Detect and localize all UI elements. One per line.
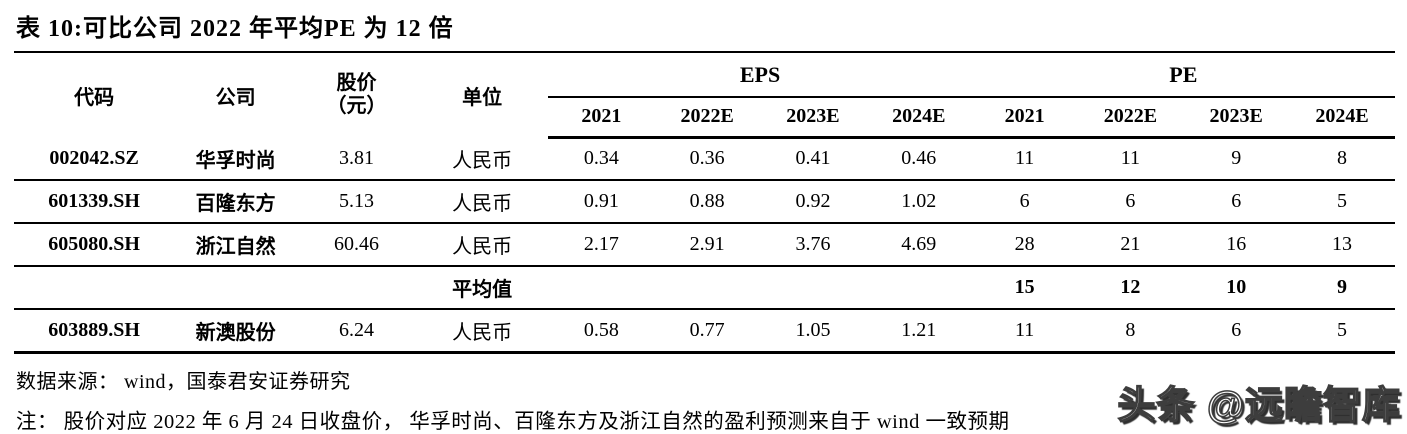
cell-eps-2021: 2.17 bbox=[548, 223, 655, 267]
col-header-price: 股价 （元） bbox=[297, 53, 416, 137]
cell-pe-2024e: 8 bbox=[1289, 137, 1395, 181]
cell-eps-2022e: 0.77 bbox=[654, 309, 761, 354]
cell-eps-2024e: 1.02 bbox=[865, 180, 972, 224]
comparable-companies-table: 代码 公司 股价 （元） 单位 EPS PE 2021 2022E 2023E … bbox=[14, 53, 1395, 354]
cell-pe-2022e: 6 bbox=[1077, 180, 1184, 224]
cell-eps-2022e: 0.88 bbox=[654, 180, 761, 224]
cell-price bbox=[297, 266, 416, 310]
cell-eps-2021: 0.91 bbox=[548, 180, 655, 224]
cell-pe-2023e: 9 bbox=[1183, 137, 1290, 181]
cell-eps-2024e: 1.21 bbox=[865, 309, 972, 354]
cell-pe-2021: 6 bbox=[971, 180, 1078, 224]
table-header: 代码 公司 股价 （元） 单位 EPS PE 2021 2022E 2023E … bbox=[14, 53, 1395, 139]
col-header-pe-2023e: 2023E bbox=[1183, 97, 1290, 139]
table-row-xinao: 603889.SH 新澳股份 6.24 人民币 0.58 0.77 1.05 1… bbox=[14, 309, 1395, 354]
cell-price: 6.24 bbox=[297, 309, 416, 354]
cell-pe-2022e: 8 bbox=[1077, 309, 1184, 354]
cell-pe-2023e: 6 bbox=[1183, 180, 1290, 224]
cell-pe-2024e: 9 bbox=[1289, 266, 1395, 310]
cell-pe-2021: 11 bbox=[971, 137, 1078, 181]
cell-company bbox=[174, 266, 298, 310]
col-header-pe-2022e: 2022E bbox=[1077, 97, 1184, 139]
cell-unit: 人民币 bbox=[415, 223, 549, 267]
watermark-toutiao-yuanzhan: 头条 @远瞻智库 bbox=[1117, 384, 1401, 428]
header-years-row: 2021 2022E 2023E 2024E 2021 2022E 2023E … bbox=[14, 97, 1395, 139]
cell-pe-2023e: 6 bbox=[1183, 309, 1290, 354]
cell-eps-2021: 0.58 bbox=[548, 309, 655, 354]
cell-eps-2024e: 4.69 bbox=[865, 223, 972, 267]
cell-code bbox=[14, 266, 175, 310]
cell-eps-2021 bbox=[548, 266, 655, 310]
col-header-pe-2021: 2021 bbox=[971, 97, 1078, 139]
col-header-company: 公司 bbox=[215, 86, 256, 109]
cell-code: 002042.SZ bbox=[14, 137, 175, 181]
col-header-eps-2024e: 2024E bbox=[865, 97, 972, 139]
cell-eps-2024e bbox=[865, 266, 972, 310]
cell-pe-2023e: 10 bbox=[1183, 266, 1290, 310]
cell-eps-2022e bbox=[654, 266, 761, 310]
col-header-eps-2021: 2021 bbox=[548, 97, 655, 139]
cell-pe-2023e: 16 bbox=[1183, 223, 1290, 267]
col-header-price-line1: 股价 bbox=[336, 72, 377, 94]
cell-pe-2024e: 5 bbox=[1289, 180, 1395, 224]
cell-eps-2021: 0.34 bbox=[548, 137, 655, 181]
cell-price: 60.46 bbox=[297, 223, 416, 267]
cell-eps-2024e: 0.46 bbox=[865, 137, 972, 181]
header-group-row: 代码 公司 股价 （元） 单位 EPS PE bbox=[14, 53, 1395, 117]
col-header-unit: 单位 bbox=[462, 86, 503, 109]
cell-eps-2023e: 3.76 bbox=[760, 223, 866, 267]
cell-pe-2022e: 12 bbox=[1077, 266, 1184, 310]
cell-company: 新澳股份 bbox=[174, 309, 298, 354]
cell-code: 603889.SH bbox=[14, 309, 175, 354]
table-row-zhejiang: 605080.SH 浙江自然 60.46 人民币 2.17 2.91 3.76 … bbox=[14, 223, 1395, 267]
cell-company: 浙江自然 bbox=[174, 223, 298, 267]
cell-code: 601339.SH bbox=[14, 180, 175, 224]
table-title: 表 10:可比公司 2022 年平均PE 为 12 倍 bbox=[14, 6, 1395, 53]
cell-pe-2024e: 5 bbox=[1289, 309, 1395, 354]
cell-pe-2022e: 21 bbox=[1077, 223, 1184, 267]
cell-eps-2023e: 0.92 bbox=[760, 180, 866, 224]
cell-pe-2021: 28 bbox=[971, 223, 1078, 267]
table-row-average: 平均值 15 12 10 9 bbox=[14, 266, 1395, 310]
cell-eps-2023e: 1.05 bbox=[760, 309, 866, 354]
cell-price: 3.81 bbox=[297, 137, 416, 181]
table-row-bailong: 601339.SH 百隆东方 5.13 人民币 0.91 0.88 0.92 1… bbox=[14, 180, 1395, 224]
cell-pe-2021: 15 bbox=[971, 266, 1078, 310]
cell-code: 605080.SH bbox=[14, 223, 175, 267]
data-source-text: 数据来源： wind，国泰君安证券研究 bbox=[16, 370, 351, 393]
cell-price: 5.13 bbox=[297, 180, 416, 224]
cell-pe-2022e: 11 bbox=[1077, 137, 1184, 181]
col-header-pe-2024e: 2024E bbox=[1289, 97, 1395, 139]
col-header-code: 代码 bbox=[74, 86, 115, 109]
cell-unit: 人民币 bbox=[415, 309, 549, 354]
cell-eps-2022e: 0.36 bbox=[654, 137, 761, 181]
cell-company: 百隆东方 bbox=[174, 180, 298, 224]
cell-unit: 人民币 bbox=[415, 137, 549, 181]
col-group-pe: PE bbox=[971, 53, 1395, 98]
cell-pe-2024e: 13 bbox=[1289, 223, 1395, 267]
cell-unit: 人民币 bbox=[415, 180, 549, 224]
cell-eps-2022e: 2.91 bbox=[654, 223, 761, 267]
col-group-eps: EPS bbox=[548, 53, 972, 98]
col-header-eps-2022e: 2022E bbox=[654, 97, 761, 139]
col-header-eps-2023e: 2023E bbox=[760, 97, 866, 139]
cell-company: 华孚时尚 bbox=[174, 137, 298, 181]
cell-pe-2021: 11 bbox=[971, 309, 1078, 354]
col-header-price-line2: （元） bbox=[326, 95, 387, 117]
cell-eps-2023e bbox=[760, 266, 866, 310]
cell-eps-2023e: 0.41 bbox=[760, 137, 866, 181]
cell-average-label: 平均值 bbox=[415, 266, 549, 310]
table-row-huafu: 002042.SZ 华孚时尚 3.81 人民币 0.34 0.36 0.41 0… bbox=[14, 137, 1395, 181]
